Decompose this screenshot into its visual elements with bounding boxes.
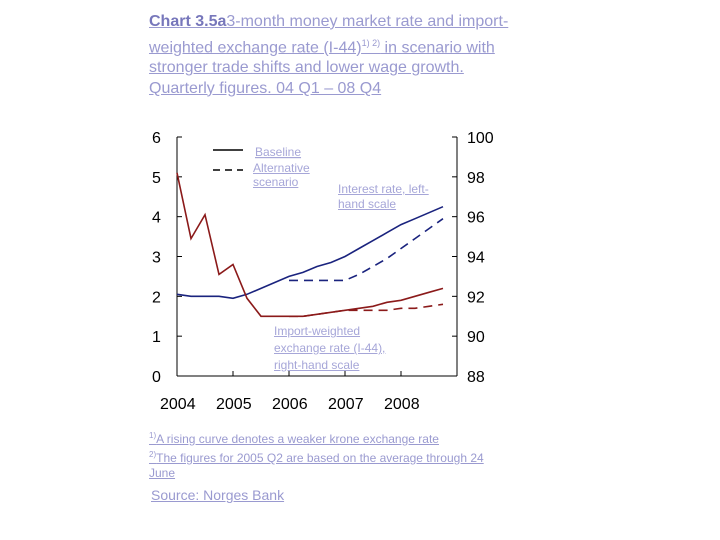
y-left-tick-label: 5	[152, 170, 161, 187]
footnotes: 1)A rising curve denotes a weaker krone …	[149, 428, 509, 481]
footnote-2-marker: 2)	[149, 450, 157, 459]
interest-annotation-wrapper: Interest rate, left-hand scale	[338, 182, 429, 211]
y-left-tick-label: 2	[152, 289, 161, 306]
y-right-tick-label: 100	[467, 130, 494, 147]
y-left-tick-label: 4	[152, 210, 161, 227]
series-lines	[176, 172, 444, 318]
y-left-tick-label: 1	[152, 329, 161, 346]
legend-alternative-wrapper: Alternative scenario	[253, 161, 310, 189]
y-left-tick-label: 0	[152, 369, 161, 386]
chart-title-text-continued: in scenario with stronger trade shifts a…	[149, 38, 495, 97]
chart-title-text: 3-month money market rate and import-wei…	[149, 13, 509, 56]
footnote-1: 1)A rising curve denotes a weaker krone …	[149, 428, 509, 447]
y-right-tick-label: 98	[467, 170, 485, 187]
x-tick-label: 2004	[160, 396, 196, 413]
chart-title-footnote-markers: 1) 2)	[361, 37, 381, 48]
y-right-tick-label: 92	[467, 289, 485, 306]
y-right-tick-label: 90	[467, 329, 485, 346]
chart-number: Chart 3.5a	[149, 13, 227, 30]
chart-legend: Baseline Alternative scenario	[213, 145, 310, 189]
y-right-tick-label: 96	[467, 210, 485, 227]
exchange-annotation: Import-weighted exchange rate (I-44), ri…	[274, 324, 386, 372]
chart-title: Chart 3.5a3-month money market rate and …	[149, 12, 509, 99]
x-tick-label: 2005	[216, 396, 252, 413]
series-line-0	[176, 205, 444, 300]
footnote-1-marker: 1)	[149, 431, 157, 440]
footnote-2: 2)The figures for 2005 Q2 are based on t…	[149, 447, 509, 481]
x-tick-label: 2007	[328, 396, 364, 413]
footnote-1-text: A rising curve denotes a weaker krone ex…	[156, 432, 439, 446]
x-tick-label: 2008	[384, 396, 420, 413]
legend-baseline-label: Baseline	[255, 145, 301, 159]
x-tick-label: 2006	[272, 396, 308, 413]
legend-alternative-label: Alternative scenario	[253, 161, 310, 189]
tick-labels: 0 1 2 3 4 5 6 88 90 92 94 96 98 100 2004 2005 2006 2007 20…	[152, 130, 494, 413]
source-note: Source: Norges Bank	[151, 487, 285, 503]
footnote-2-text: The figures for 2005 Q2 are based on the…	[149, 451, 484, 480]
exchange-annotation-wrapper: Import-weighted exchange rate (I-44), ri…	[274, 324, 386, 372]
interest-annotation: Interest rate, left-hand scale	[338, 182, 429, 211]
y-right-tick-label: 94	[467, 250, 485, 267]
y-right-tick-label: 88	[467, 369, 485, 386]
series-line-1	[289, 218, 444, 282]
series-line-3	[289, 303, 444, 318]
y-left-tick-label: 3	[152, 250, 161, 267]
y-left-tick-label: 6	[152, 130, 161, 147]
chart-axes	[176, 136, 458, 377]
